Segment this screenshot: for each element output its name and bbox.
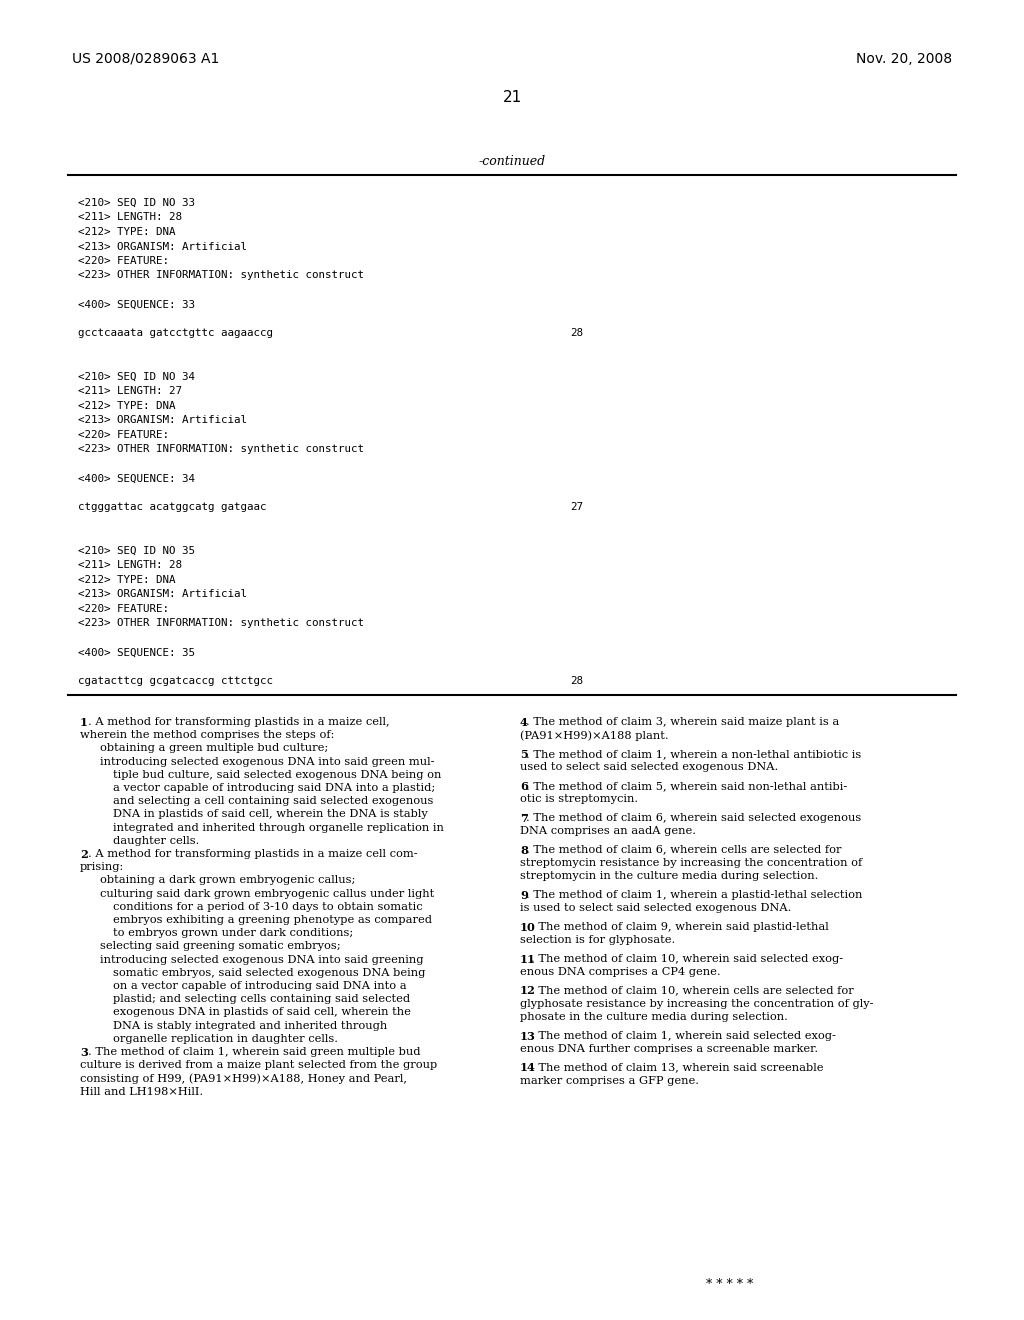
Text: <210> SEQ ID NO 35: <210> SEQ ID NO 35 bbox=[78, 546, 195, 556]
Text: enous DNA further comprises a screenable marker.: enous DNA further comprises a screenable… bbox=[520, 1044, 818, 1053]
Text: <400> SEQUENCE: 35: <400> SEQUENCE: 35 bbox=[78, 648, 195, 657]
Text: <210> SEQ ID NO 34: <210> SEQ ID NO 34 bbox=[78, 372, 195, 381]
Text: . The method of claim 3, wherein said maize plant is a: . The method of claim 3, wherein said ma… bbox=[525, 717, 839, 727]
Text: on a vector capable of introducing said DNA into a: on a vector capable of introducing said … bbox=[113, 981, 407, 991]
Text: 13: 13 bbox=[520, 1031, 536, 1041]
Text: to embryos grown under dark conditions;: to embryos grown under dark conditions; bbox=[113, 928, 353, 939]
Text: <220> FEATURE:: <220> FEATURE: bbox=[78, 430, 169, 440]
Text: obtaining a dark grown embryogenic callus;: obtaining a dark grown embryogenic callu… bbox=[100, 875, 355, 886]
Text: wherein the method comprises the steps of:: wherein the method comprises the steps o… bbox=[80, 730, 335, 741]
Text: culture is derived from a maize plant selected from the group: culture is derived from a maize plant se… bbox=[80, 1060, 437, 1071]
Text: used to select said selected exogenous DNA.: used to select said selected exogenous D… bbox=[520, 762, 778, 772]
Text: . The method of claim 1, wherein said selected exog-: . The method of claim 1, wherein said se… bbox=[531, 1031, 836, 1040]
Text: selection is for glyphosate.: selection is for glyphosate. bbox=[520, 935, 675, 945]
Text: 28: 28 bbox=[570, 676, 583, 686]
Text: somatic embryos, said selected exogenous DNA being: somatic embryos, said selected exogenous… bbox=[113, 968, 425, 978]
Text: DNA in plastids of said cell, wherein the DNA is stably: DNA in plastids of said cell, wherein th… bbox=[113, 809, 428, 820]
Text: . The method of claim 10, wherein said selected exog-: . The method of claim 10, wherein said s… bbox=[531, 953, 843, 964]
Text: 10: 10 bbox=[520, 921, 536, 933]
Text: US 2008/0289063 A1: US 2008/0289063 A1 bbox=[72, 51, 219, 66]
Text: a vector capable of introducing said DNA into a plastid;: a vector capable of introducing said DNA… bbox=[113, 783, 435, 793]
Text: . The method of claim 9, wherein said plastid-lethal: . The method of claim 9, wherein said pl… bbox=[531, 921, 828, 932]
Text: glyphosate resistance by increasing the concentration of gly-: glyphosate resistance by increasing the … bbox=[520, 999, 873, 1008]
Text: exogenous DNA in plastids of said cell, wherein the: exogenous DNA in plastids of said cell, … bbox=[113, 1007, 411, 1018]
Text: 5: 5 bbox=[520, 748, 527, 760]
Text: 9: 9 bbox=[520, 890, 528, 900]
Text: . The method of claim 1, wherein said green multiple bud: . The method of claim 1, wherein said gr… bbox=[88, 1047, 421, 1057]
Text: conditions for a period of 3-10 days to obtain somatic: conditions for a period of 3-10 days to … bbox=[113, 902, 423, 912]
Text: . A method for transforming plastids in a maize cell,: . A method for transforming plastids in … bbox=[88, 717, 389, 727]
Text: <212> TYPE: DNA: <212> TYPE: DNA bbox=[78, 401, 175, 411]
Text: -continued: -continued bbox=[478, 154, 546, 168]
Text: <211> LENGTH: 27: <211> LENGTH: 27 bbox=[78, 387, 182, 396]
Text: . The method of claim 1, wherein a non-lethal antibiotic is: . The method of claim 1, wherein a non-l… bbox=[525, 748, 861, 759]
Text: ctgggattac acatggcatg gatgaac: ctgggattac acatggcatg gatgaac bbox=[78, 503, 266, 512]
Text: introducing selected exogenous DNA into said greening: introducing selected exogenous DNA into … bbox=[100, 954, 424, 965]
Text: obtaining a green multiple bud culture;: obtaining a green multiple bud culture; bbox=[100, 743, 329, 754]
Text: <211> LENGTH: 28: <211> LENGTH: 28 bbox=[78, 561, 182, 570]
Text: 6: 6 bbox=[520, 781, 528, 792]
Text: phosate in the culture media during selection.: phosate in the culture media during sele… bbox=[520, 1012, 787, 1022]
Text: prising:: prising: bbox=[80, 862, 124, 873]
Text: integrated and inherited through organelle replication in: integrated and inherited through organel… bbox=[113, 822, 443, 833]
Text: <212> TYPE: DNA: <212> TYPE: DNA bbox=[78, 576, 175, 585]
Text: 28: 28 bbox=[570, 329, 583, 338]
Text: 7: 7 bbox=[520, 813, 528, 824]
Text: tiple bud culture, said selected exogenous DNA being on: tiple bud culture, said selected exogeno… bbox=[113, 770, 441, 780]
Text: 8: 8 bbox=[520, 845, 528, 855]
Text: marker comprises a GFP gene.: marker comprises a GFP gene. bbox=[520, 1076, 699, 1085]
Text: 12: 12 bbox=[520, 986, 536, 997]
Text: <223> OTHER INFORMATION: synthetic construct: <223> OTHER INFORMATION: synthetic const… bbox=[78, 271, 364, 281]
Text: gcctcaaata gatcctgttc aagaaccg: gcctcaaata gatcctgttc aagaaccg bbox=[78, 329, 273, 338]
Text: <220> FEATURE:: <220> FEATURE: bbox=[78, 256, 169, 267]
Text: <400> SEQUENCE: 34: <400> SEQUENCE: 34 bbox=[78, 474, 195, 483]
Text: and selecting a cell containing said selected exogenous: and selecting a cell containing said sel… bbox=[113, 796, 433, 807]
Text: 27: 27 bbox=[570, 503, 583, 512]
Text: 1: 1 bbox=[80, 717, 88, 729]
Text: is used to select said selected exogenous DNA.: is used to select said selected exogenou… bbox=[520, 903, 792, 913]
Text: <223> OTHER INFORMATION: synthetic construct: <223> OTHER INFORMATION: synthetic const… bbox=[78, 619, 364, 628]
Text: DNA is stably integrated and inherited through: DNA is stably integrated and inherited t… bbox=[113, 1020, 387, 1031]
Text: DNA comprises an aadA gene.: DNA comprises an aadA gene. bbox=[520, 826, 696, 836]
Text: 2: 2 bbox=[80, 849, 88, 861]
Text: Hill and LH198×HilI.: Hill and LH198×HilI. bbox=[80, 1086, 203, 1097]
Text: . The method of claim 6, wherein said selected exogenous: . The method of claim 6, wherein said se… bbox=[525, 813, 861, 822]
Text: <212> TYPE: DNA: <212> TYPE: DNA bbox=[78, 227, 175, 238]
Text: 4: 4 bbox=[520, 717, 528, 729]
Text: <223> OTHER INFORMATION: synthetic construct: <223> OTHER INFORMATION: synthetic const… bbox=[78, 445, 364, 454]
Text: <213> ORGANISM: Artificial: <213> ORGANISM: Artificial bbox=[78, 590, 247, 599]
Text: <211> LENGTH: 28: <211> LENGTH: 28 bbox=[78, 213, 182, 223]
Text: introducing selected exogenous DNA into said green mul-: introducing selected exogenous DNA into … bbox=[100, 756, 434, 767]
Text: . The method of claim 10, wherein cells are selected for: . The method of claim 10, wherein cells … bbox=[531, 986, 854, 995]
Text: selecting said greening somatic embryos;: selecting said greening somatic embryos; bbox=[100, 941, 341, 952]
Text: (PA91×H99)×A188 plant.: (PA91×H99)×A188 plant. bbox=[520, 730, 669, 741]
Text: . The method of claim 13, wherein said screenable: . The method of claim 13, wherein said s… bbox=[531, 1063, 823, 1072]
Text: enous DNA comprises a CP4 gene.: enous DNA comprises a CP4 gene. bbox=[520, 966, 721, 977]
Text: 21: 21 bbox=[503, 90, 521, 106]
Text: * * * * *: * * * * * bbox=[707, 1278, 754, 1291]
Text: 14: 14 bbox=[520, 1063, 536, 1073]
Text: Nov. 20, 2008: Nov. 20, 2008 bbox=[856, 51, 952, 66]
Text: organelle replication in daughter cells.: organelle replication in daughter cells. bbox=[113, 1034, 338, 1044]
Text: 3: 3 bbox=[80, 1047, 88, 1059]
Text: embryos exhibiting a greening phenotype as compared: embryos exhibiting a greening phenotype … bbox=[113, 915, 432, 925]
Text: <220> FEATURE:: <220> FEATURE: bbox=[78, 605, 169, 614]
Text: . The method of claim 1, wherein a plastid-lethal selection: . The method of claim 1, wherein a plast… bbox=[525, 890, 862, 900]
Text: . A method for transforming plastids in a maize cell com-: . A method for transforming plastids in … bbox=[88, 849, 418, 859]
Text: streptomycin in the culture media during selection.: streptomycin in the culture media during… bbox=[520, 871, 818, 880]
Text: consisting of H99, (PA91×H99)×A188, Honey and Pearl,: consisting of H99, (PA91×H99)×A188, Hone… bbox=[80, 1073, 407, 1084]
Text: otic is streptomycin.: otic is streptomycin. bbox=[520, 795, 638, 804]
Text: daughter cells.: daughter cells. bbox=[113, 836, 200, 846]
Text: plastid; and selecting cells containing said selected: plastid; and selecting cells containing … bbox=[113, 994, 411, 1005]
Text: . The method of claim 6, wherein cells are selected for: . The method of claim 6, wherein cells a… bbox=[525, 845, 841, 854]
Text: . The method of claim 5, wherein said non-lethal antibi-: . The method of claim 5, wherein said no… bbox=[525, 781, 847, 791]
Text: <213> ORGANISM: Artificial: <213> ORGANISM: Artificial bbox=[78, 416, 247, 425]
Text: cgatacttcg gcgatcaccg cttctgcc: cgatacttcg gcgatcaccg cttctgcc bbox=[78, 676, 273, 686]
Text: 11: 11 bbox=[520, 953, 536, 965]
Text: <210> SEQ ID NO 33: <210> SEQ ID NO 33 bbox=[78, 198, 195, 209]
Text: culturing said dark grown embryogenic callus under light: culturing said dark grown embryogenic ca… bbox=[100, 888, 434, 899]
Text: <213> ORGANISM: Artificial: <213> ORGANISM: Artificial bbox=[78, 242, 247, 252]
Text: streptomycin resistance by increasing the concentration of: streptomycin resistance by increasing th… bbox=[520, 858, 862, 867]
Text: <400> SEQUENCE: 33: <400> SEQUENCE: 33 bbox=[78, 300, 195, 309]
